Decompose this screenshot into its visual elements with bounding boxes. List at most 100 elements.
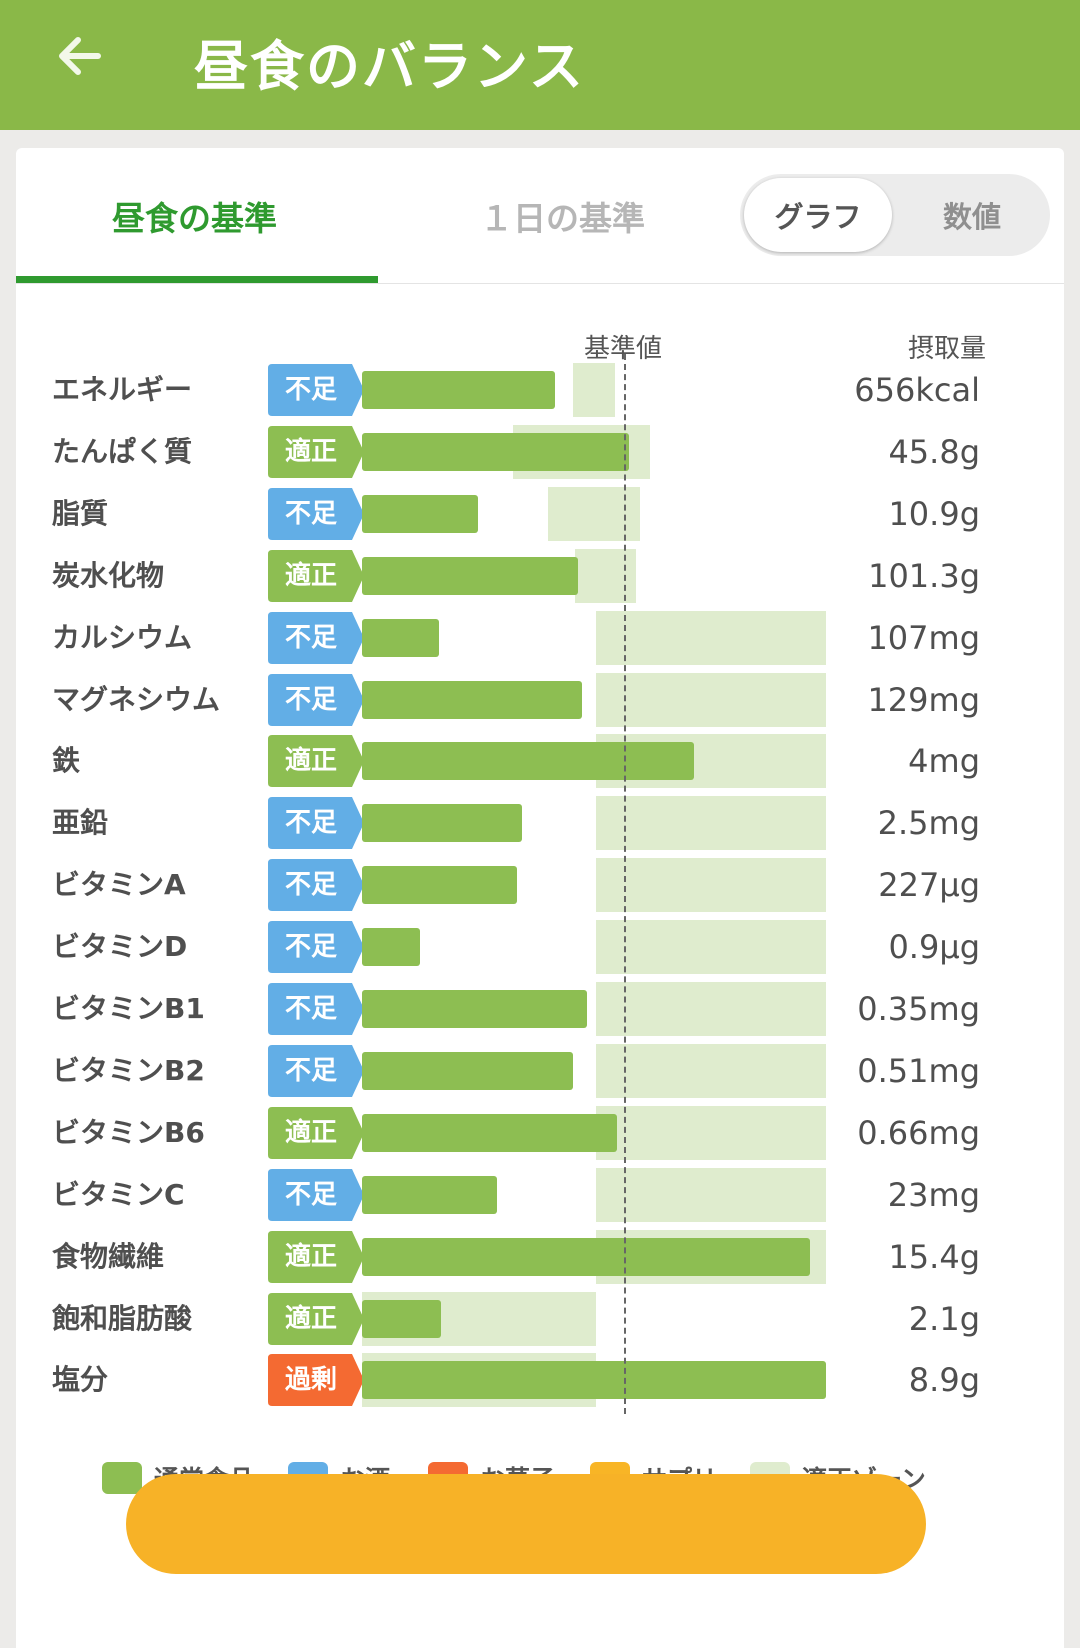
status-badge: 適正 [268, 549, 364, 602]
intake-bar [362, 1237, 810, 1276]
intake-bar [362, 432, 629, 471]
nutrient-name: 脂質 [52, 496, 109, 530]
intake-amount-header: 摂取量 [908, 334, 987, 364]
tab-divider [16, 283, 1064, 284]
proper-zone [573, 363, 615, 417]
status-label: 不足 [284, 1179, 337, 1210]
status-label: 不足 [284, 1055, 337, 1086]
intake-bar [362, 494, 478, 533]
reference-value-header: 基準値 [584, 334, 663, 364]
intake-bar [362, 1175, 497, 1214]
balance-card: 昼食の基準 １日の基準 グラフ 数値 基準値 摂取量 エネルギー 不足 656kca… [16, 148, 1064, 1648]
intake-value: 2.5mg [877, 804, 980, 843]
status-badge: 不足 [268, 859, 364, 912]
nutrient-name: カルシウム [52, 620, 193, 654]
nutrient-name: 塩分 [52, 1363, 109, 1397]
intake-bar [362, 556, 578, 595]
status-label: 不足 [284, 932, 337, 963]
intake-value: 129mg [867, 680, 980, 719]
status-badge: 適正 [268, 1106, 364, 1159]
proper-zone [596, 858, 826, 913]
status-label: 不足 [284, 684, 337, 715]
status-label: 適正 [284, 560, 337, 591]
intake-value: 656kcal [854, 371, 980, 409]
arrow-left-icon[interactable] [52, 28, 108, 84]
intake-bar [362, 742, 694, 781]
intake-value: 10.9g [888, 494, 980, 533]
status-badge: 不足 [268, 673, 364, 726]
nutrient-name: ビタミンB2 [52, 1053, 205, 1087]
status-badge: 適正 [268, 1230, 364, 1283]
intake-value: 107mg [867, 618, 980, 657]
toggle-numeric-option[interactable]: 数値 [942, 200, 1001, 234]
intake-value: 8.9g [908, 1361, 980, 1400]
proper-zone [596, 920, 826, 975]
nutrient-name: ビタミンB6 [52, 1115, 205, 1149]
intake-bar [362, 1299, 441, 1338]
intake-bar [362, 804, 523, 843]
intake-bar [362, 928, 420, 967]
status-badge: 不足 [268, 487, 364, 540]
bottom-action-button[interactable] [126, 1474, 926, 1574]
proper-zone [596, 672, 826, 727]
status-badge: 不足 [268, 983, 364, 1035]
status-badge: 不足 [268, 797, 364, 850]
nutrient-name: 炭水化物 [52, 558, 165, 592]
intake-bar [362, 1051, 574, 1090]
tab-selected-indicator [16, 276, 378, 283]
intake-bar [362, 990, 588, 1028]
intake-value: 0.9µg [888, 928, 980, 967]
nutrient-name: ビタミンB1 [52, 992, 205, 1025]
proper-zone [596, 982, 826, 1036]
intake-bar [362, 1113, 618, 1152]
intake-value: 227µg [878, 866, 980, 905]
tab-daily-standard[interactable]: １日の基準 [480, 199, 645, 238]
intake-value: 0.35mg [857, 990, 980, 1028]
intake-bar [362, 618, 439, 657]
nutrient-name: エネルギー [52, 373, 193, 406]
nutrient-name: 亜鉛 [52, 806, 109, 840]
proper-zone [596, 796, 826, 851]
status-badge: 不足 [268, 921, 364, 974]
status-badge: 不足 [268, 1168, 364, 1221]
status-label: 不足 [284, 622, 337, 653]
nutrient-name: ビタミンC [52, 1177, 185, 1211]
status-badge: 不足 [268, 364, 364, 416]
nutrient-chart: エネルギー 不足 656kcal たんぱく質 適正 45.8g 脂質 不足 10.9g 炭水化物適… [16, 148, 1064, 1448]
status-label: 適正 [284, 746, 337, 777]
status-badge: 不足 [268, 1044, 364, 1097]
nutrient-name: 鉄 [52, 744, 81, 778]
intake-value: 0.51mg [857, 1051, 980, 1090]
intake-value: 0.66mg [857, 1113, 980, 1152]
status-label: 不足 [284, 994, 337, 1024]
legend-swatch [102, 1462, 142, 1494]
app-bar: 昼食のバランス [0, 0, 1080, 130]
tab-lunch-standard[interactable]: 昼食の基準 [112, 199, 277, 238]
nutrient-name: たんぱく質 [52, 434, 193, 468]
proper-zone [547, 486, 641, 541]
status-badge: 適正 [268, 735, 364, 788]
nutrient-name: ビタミンA [52, 868, 186, 902]
status-badge: 適正 [268, 425, 364, 478]
reference-line [624, 354, 626, 1414]
proper-zone [596, 1167, 826, 1222]
status-label: 不足 [284, 498, 337, 529]
toggle-graph-option[interactable]: グラフ [744, 178, 892, 252]
status-label: 適正 [284, 1117, 337, 1148]
intake-bar [362, 866, 518, 905]
intake-value: 23mg [887, 1175, 980, 1214]
intake-value: 2.1g [908, 1299, 980, 1338]
nutrient-name: 飽和脂肪酸 [52, 1301, 193, 1335]
nutrient-name: マグネシウム [52, 682, 221, 716]
status-badge: 過剰 [268, 1354, 364, 1407]
intake-bar [362, 371, 555, 409]
view-toggle: グラフ 数値 [740, 174, 1050, 256]
intake-value: 4mg [908, 742, 980, 781]
nutrient-name: ビタミンD [52, 930, 188, 964]
status-label: 不足 [284, 808, 337, 839]
page-title: 昼食のバランス [194, 35, 585, 98]
intake-bar [362, 680, 583, 719]
status-label: 適正 [284, 1241, 337, 1272]
status-badge: 適正 [268, 1292, 364, 1345]
nutrient-name: 食物繊維 [52, 1239, 165, 1273]
